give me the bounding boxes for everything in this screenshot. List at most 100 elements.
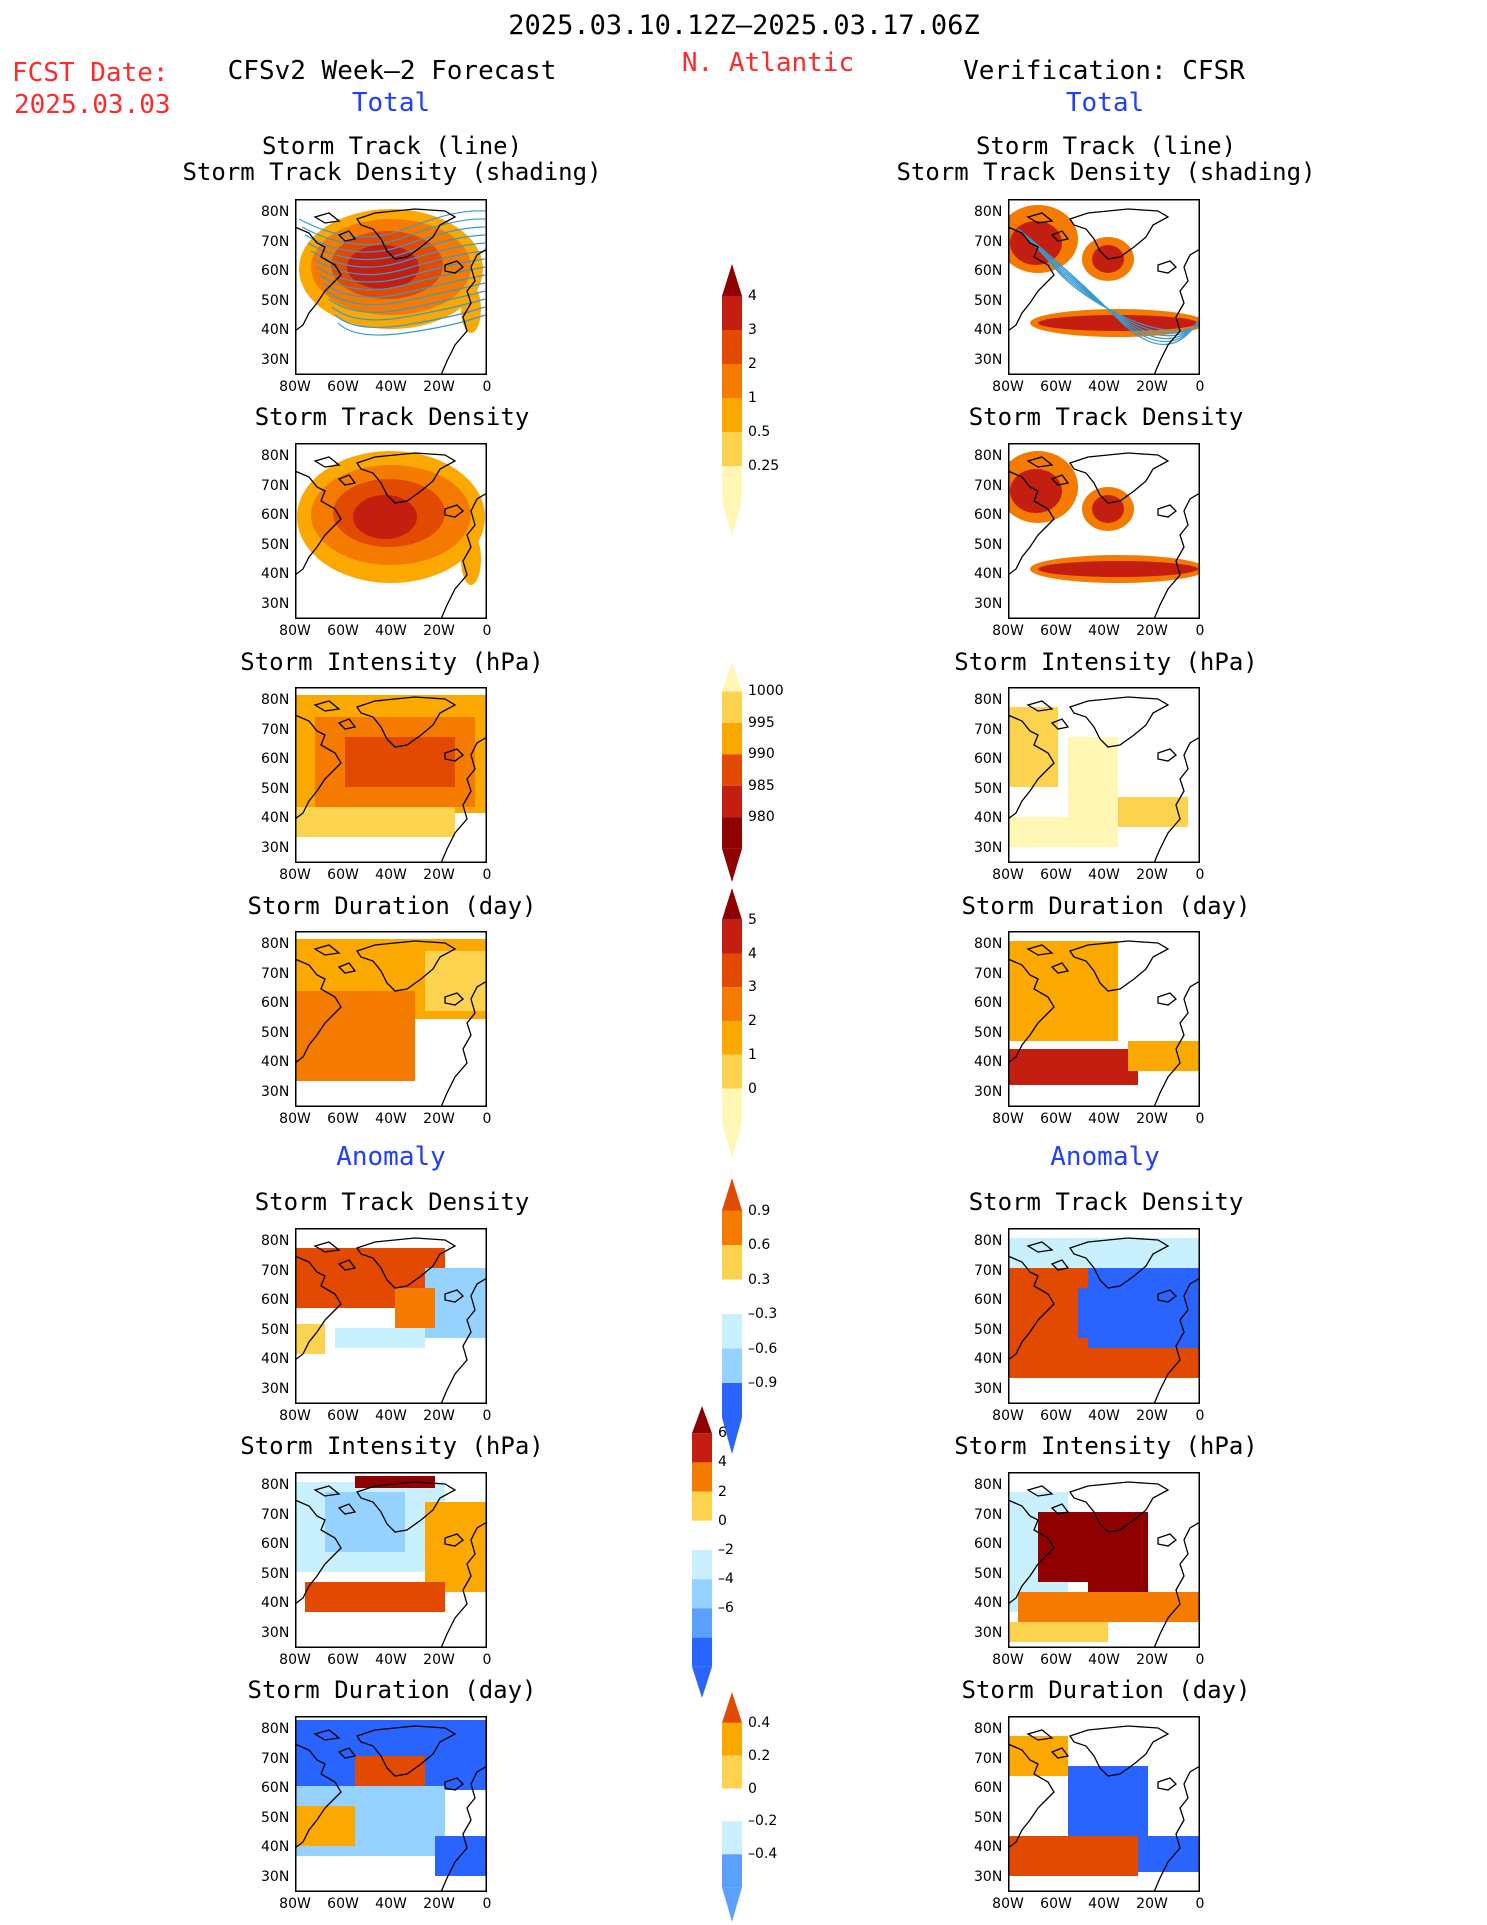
lat-tick-label: 70N: [261, 721, 290, 738]
colorbar-segment: [692, 1491, 712, 1521]
coastline: [355, 1237, 457, 1289]
map-track-verif: [1008, 199, 1200, 375]
colorbar-label: –0.3: [748, 1306, 778, 1322]
shading-cell: [1068, 737, 1118, 817]
coastline: [1068, 1481, 1170, 1533]
lat-tick-label: 30N: [261, 595, 290, 612]
colorbar-label: 0.25: [748, 458, 780, 474]
lat-tick-label: 50N: [261, 780, 290, 797]
lat-tick-label: 60N: [261, 1780, 290, 1796]
coastline: [1157, 260, 1177, 274]
storm-track-line: [334, 306, 486, 329]
lon-tick-label: 40W: [375, 1652, 407, 1668]
coastline: [440, 1277, 487, 1404]
coastline: [1026, 700, 1054, 712]
coastline: [313, 212, 341, 224]
lat-tick-label: 40N: [974, 810, 1003, 826]
colorbar-label: 0: [718, 1512, 727, 1529]
storm-track-line: [301, 218, 486, 246]
lat-tick-label: 40N: [261, 1595, 290, 1611]
colorbar-segment: [722, 1210, 742, 1245]
colorbar-arrow: [722, 848, 742, 882]
map-anom-duration-verif-canvas: [1008, 1716, 1200, 1892]
lat-tick-label: 30N: [261, 351, 290, 368]
shading-cell: [1128, 1836, 1200, 1872]
colorbar-label: 2: [718, 1483, 727, 1500]
lon-tick-label: 20W: [423, 1111, 455, 1127]
coastline: [1008, 958, 1055, 1064]
coastline: [444, 260, 464, 274]
map-frame: [295, 443, 487, 619]
colorbar-arrow: [722, 1178, 742, 1211]
lat-tick-label: 30N: [261, 1380, 290, 1397]
shading-cell: [1008, 941, 1118, 1041]
lon-tick-label: 40W: [1088, 1111, 1120, 1127]
lon-tick-label: 40W: [375, 623, 407, 639]
colorbar-segment: [722, 1314, 742, 1349]
lon-tick-label: 60W: [1040, 379, 1072, 395]
title-track-line-right: Storm Track (line): [975, 132, 1237, 160]
lon-tick-label: 80W: [992, 1896, 1024, 1912]
colorbar-arrow: [722, 1692, 742, 1723]
coastline: [1008, 1743, 1055, 1849]
colorbar-segment: [722, 1755, 742, 1789]
map-track-verif-canvas: [1008, 199, 1200, 375]
model-title: CFSv2 Week–2 Forecast: [227, 56, 557, 86]
colorbar-segment: [722, 296, 742, 330]
region-title: N. Atlantic: [681, 48, 855, 78]
colorbar-label: 980: [748, 809, 775, 826]
coastline: [1157, 1777, 1177, 1791]
map-duration-forecast: [295, 931, 487, 1107]
lon-tick-label: 60W: [327, 867, 359, 883]
lat-tick-label: 40N: [261, 1351, 290, 1367]
colorbar-label: 5: [748, 911, 757, 928]
title-intensity-left: Storm Intensity (hPa): [240, 648, 544, 676]
lon-tick-label: 60W: [327, 1896, 359, 1912]
storm-track-line: [322, 274, 486, 298]
colorbar-label: 0: [748, 1780, 757, 1797]
lon-tick-label: 60W: [1040, 867, 1072, 883]
lon-tick-label: 0: [1195, 867, 1205, 883]
date-range-title: 2025.03.10.12Z–2025.03.17.06Z: [508, 10, 980, 41]
lon-tick-label: 20W: [423, 623, 455, 639]
colorbar-label: 4: [748, 945, 757, 962]
lat-tick-label: 70N: [974, 233, 1003, 250]
coastline: [1153, 1765, 1200, 1892]
map-frame: [1008, 1716, 1200, 1892]
lon-tick-label: 80W: [992, 1652, 1024, 1668]
coastline: [1008, 714, 1055, 820]
colorbar-label: 985: [748, 777, 775, 794]
coastline: [1008, 1499, 1055, 1605]
map-anom-intensity-verif-canvas: [1008, 1472, 1200, 1648]
title-anom-duration-right: Storm Duration (day): [961, 1676, 1251, 1704]
coastline: [440, 736, 487, 863]
lon-tick-label: 40W: [375, 1896, 407, 1912]
title-duration-left: Storm Duration (day): [247, 892, 537, 920]
lon-tick-label: 20W: [1136, 1652, 1168, 1668]
lat-tick-label: 40N: [261, 1839, 290, 1855]
colorbar-arrow: [692, 1406, 712, 1434]
colorbar-label: 0.4: [748, 1714, 771, 1731]
map-duration-verif: [1008, 931, 1200, 1107]
coastline: [337, 718, 357, 730]
title-anom-intensity-right: Storm Intensity (hPa): [954, 1432, 1258, 1460]
title-anom-duration-left: Storm Duration (day): [247, 1676, 537, 1704]
lon-tick-label: 0: [1195, 1111, 1205, 1127]
lon-tick-label: 20W: [423, 1408, 455, 1424]
map-frame: [295, 687, 487, 863]
coastline: [440, 980, 487, 1107]
lat-tick-label: 50N: [974, 536, 1003, 553]
lat-tick-label: 70N: [261, 965, 290, 982]
shading-cell: [355, 1476, 435, 1488]
lat-tick-label: 50N: [261, 1809, 290, 1826]
lat-tick-label: 60N: [261, 263, 290, 279]
coastline: [1050, 718, 1070, 730]
lat-tick-label: 80N: [974, 204, 1003, 220]
lon-tick-label: 0: [1195, 1652, 1205, 1668]
map-intensity-verif-canvas: [1008, 687, 1200, 863]
coastline: [444, 748, 464, 762]
lon-tick-label: 0: [1195, 379, 1205, 395]
lat-tick-label: 70N: [974, 1506, 1003, 1523]
shading-cell: [295, 807, 455, 837]
fcst-date-label: FCST Date:: [12, 58, 169, 88]
